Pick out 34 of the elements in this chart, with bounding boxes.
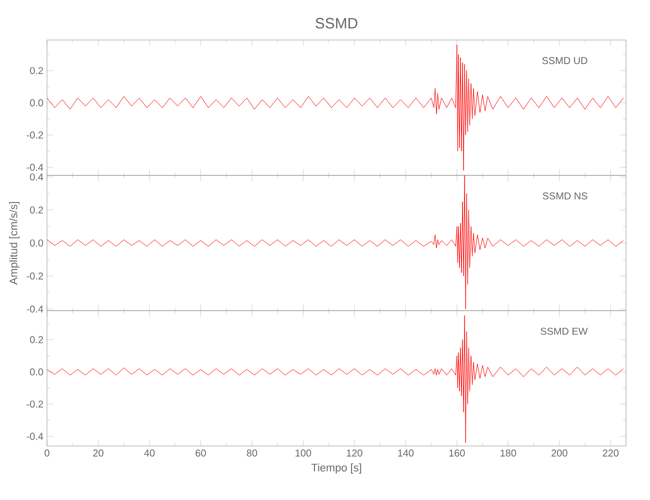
y-tick-label: 0.2 (30, 206, 43, 214)
y-tick-label: -0.2 (26, 132, 43, 139)
x-tick-label: 0 (44, 450, 50, 457)
x-tick-label: 220 (602, 450, 619, 457)
line-series (47, 44, 624, 171)
y-tick-label: -0.4 (26, 305, 44, 313)
x-tick-label: 160 (449, 450, 465, 457)
y-tick-label: 0.0 (30, 239, 44, 247)
annotation: SSMD NS (542, 192, 588, 200)
y-tick-label: 0.0 (30, 99, 44, 106)
x-tick-label: 60 (196, 450, 206, 457)
annotation: SSMD EW (540, 328, 588, 335)
annotation: SSMD UD (542, 57, 588, 64)
chart-title: SSMD (316, 18, 358, 28)
y-tick-label: 0.4 (30, 173, 44, 181)
x-axis-title: Tiempo [s] (311, 463, 362, 474)
x-tick-label: 20 (93, 450, 104, 457)
line-series (47, 315, 624, 444)
x-tick-label: 120 (346, 450, 362, 457)
x-tick-label: 100 (296, 450, 312, 457)
x-tick-label: 180 (500, 450, 516, 457)
y-tick-label: -0.2 (26, 400, 43, 408)
x-tick-label: 40 (144, 450, 155, 457)
x-tick-label: 80 (246, 450, 258, 457)
line-series (47, 175, 624, 310)
y-axis-title: Amplitud [cm/s/s] (9, 202, 20, 285)
y-tick-label: -0.4 (26, 432, 44, 440)
y-tick-label: -0.2 (26, 272, 43, 280)
x-tick-label: 200 (552, 450, 568, 457)
y-tick-label: 0.0 (30, 368, 44, 376)
y-tick-label: 0.2 (30, 67, 43, 74)
x-tick-label: 140 (398, 450, 414, 457)
y-tick-label: 0.2 (30, 336, 43, 344)
y-tick-label: -0.4 (26, 164, 44, 171)
